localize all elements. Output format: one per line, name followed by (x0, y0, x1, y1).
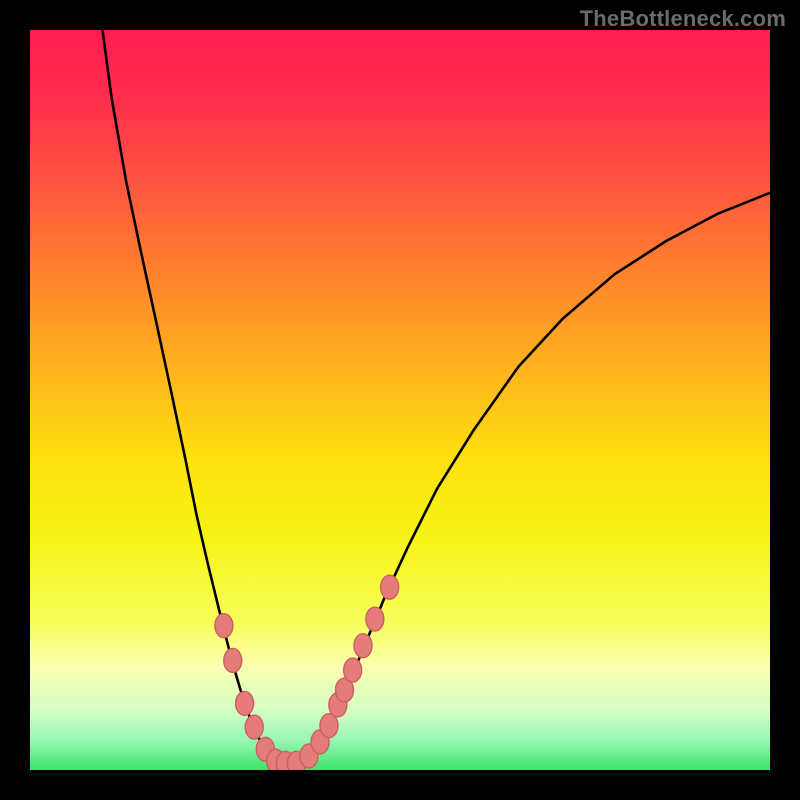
curve-marker (245, 715, 263, 739)
watermark-text: TheBottleneck.com (580, 6, 786, 32)
chart-canvas: TheBottleneck.com (0, 0, 800, 800)
curve-marker (354, 634, 372, 658)
curve-marker (344, 658, 362, 682)
curve-marker (381, 575, 399, 599)
curve-marker (215, 614, 233, 638)
curve-marker (320, 714, 338, 738)
bottleneck-chart-svg (0, 0, 800, 800)
curve-marker (366, 607, 384, 631)
curve-marker (224, 648, 242, 672)
plot-background (30, 30, 770, 770)
curve-marker (236, 691, 254, 715)
